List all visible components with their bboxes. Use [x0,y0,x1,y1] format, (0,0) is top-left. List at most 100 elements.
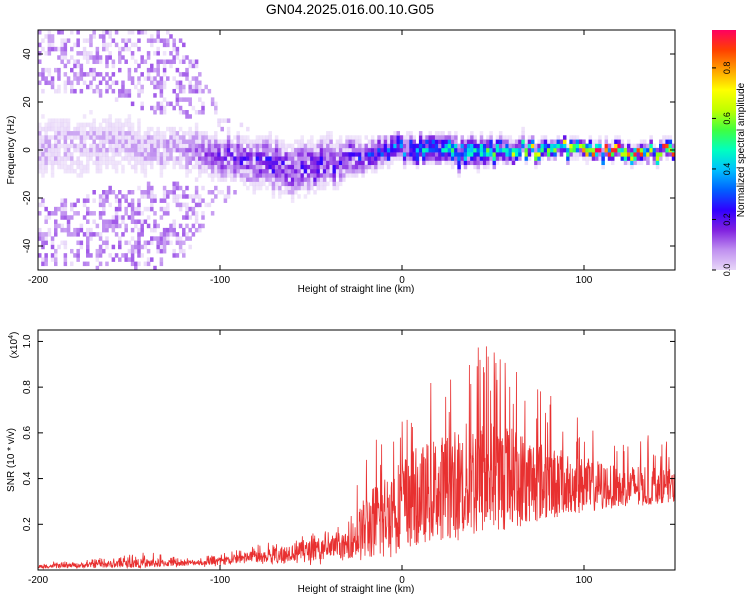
heatmap-cell [156,244,160,250]
heatmap-cell [47,30,52,35]
heatmap-cell [169,101,173,107]
heatmap-cell [553,147,557,153]
heatmap-cell [114,164,119,170]
heatmap-cell [345,152,349,157]
heatmap-cell [297,143,301,149]
heatmap-cell [502,156,506,161]
heatmap-cell [159,76,164,81]
heatmap-cell [146,206,151,212]
heatmap-cell [374,164,378,170]
heatmap-cell [358,156,362,161]
heatmap-cell [665,156,669,161]
heatmap-cell [76,30,80,35]
heatmap-cell [172,105,176,111]
heatmap-cell [178,110,183,115]
heatmap-cell [466,139,471,144]
heatmap-cell [546,143,551,149]
heatmap-cell [348,147,352,153]
heatmap-cell [44,126,48,132]
heatmap-cell [294,185,298,191]
heatmap-cell [386,135,391,140]
heatmap-cell [185,223,189,229]
heatmap-cell [326,164,330,170]
heatmap-cell [108,139,112,144]
heatmap-cell [444,147,449,153]
heatmap-cell [198,194,202,199]
heatmap-cell [114,147,119,153]
heatmap-cell [310,164,314,170]
heatmap-cell [489,152,493,157]
heatmap-cell [249,147,253,153]
heatmap-cell [271,185,276,191]
heatmap-cell [76,211,80,216]
heatmap-cell [146,185,151,191]
heatmap-cell [153,236,157,241]
heatmap-cell [460,147,465,153]
heatmap-cell [290,198,295,203]
heatmap-cell [95,55,100,60]
heatmap-cell [172,156,176,161]
heatmap-cell [60,156,64,161]
heatmap-cell [364,168,369,174]
heatmap-cell [274,139,279,144]
heatmap-cell [175,185,180,191]
heatmap-cell [233,135,237,140]
heatmap-cell [57,30,61,35]
heatmap-cell [188,156,192,161]
heatmap-cell [60,215,64,220]
heatmap-cell [98,215,103,220]
heatmap-cell [492,139,497,144]
heatmap-cell [63,38,68,43]
heatmap-cell [86,131,90,136]
heatmap-cell [198,110,202,115]
heatmap-cell [63,152,68,157]
heatmap-cell [134,156,138,161]
heatmap-cell [47,42,52,48]
heatmap-cell [374,156,378,161]
heatmap-cell [614,147,618,153]
heatmap-cell [146,223,151,229]
heatmap-cell [223,118,228,123]
heatmap-cell [50,42,55,48]
heatmap-cell [150,63,154,69]
heatmap-cell [98,34,103,39]
heatmap-cell [479,139,484,144]
heatmap-cell [342,160,346,166]
heatmap-cell [82,232,87,237]
heatmap-cell [57,55,61,60]
heatmap-cell [230,173,234,178]
heatmap-cell [76,122,80,128]
heatmap-cell [54,156,58,161]
heatmap-cell [73,135,77,140]
heatmap-cell [198,164,202,170]
heatmap-cell [111,152,116,157]
heatmap-cell [578,143,583,149]
heatmap-cell [252,177,256,182]
heatmap-cell [162,131,167,136]
heatmap-cell [498,143,503,149]
heatmap-cell [361,147,365,153]
heatmap-cell [47,152,52,157]
heatmap-cell [319,152,324,157]
heatmap-cell [425,143,429,149]
heatmap-cell [92,143,96,149]
heatmap-cell [150,227,154,233]
heatmap-cell [268,135,272,140]
heatmap-cell [271,156,276,161]
heatmap-cell [124,198,128,203]
heatmap-cell [223,143,228,149]
heatmap-cell [130,131,135,136]
heatmap-cell [377,135,381,140]
heatmap-cell [156,59,160,64]
heatmap-cell [450,147,455,153]
heatmap-cell [66,219,71,224]
heatmap-cell [588,152,593,157]
heatmap-cell [518,152,522,157]
heatmap-cell [617,135,621,140]
heatmap-cell [393,131,397,136]
heatmap-cell [130,80,135,86]
heatmap-cell [76,227,80,233]
heatmap-cell [73,143,77,149]
heatmap-cell [444,152,449,157]
heatmap-cell [454,160,458,166]
